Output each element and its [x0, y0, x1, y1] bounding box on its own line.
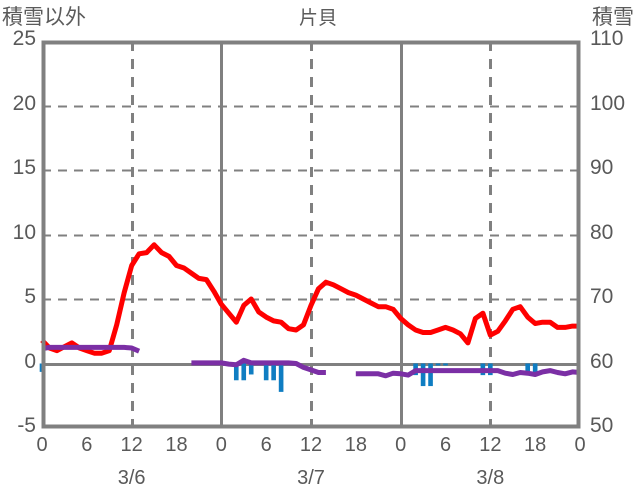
- y-axis-right-tick: 90: [590, 156, 614, 179]
- series-line-red: [40, 242, 580, 356]
- y-axis-right-tick: 60: [590, 349, 614, 373]
- y-axis-right-tick: 50: [590, 414, 614, 437]
- left-axis-caption: 積雪以外: [2, 6, 86, 29]
- plot-frame: [41, 40, 581, 429]
- y-axis-left-tick: 0: [24, 349, 36, 373]
- y-axis-right-tick: 70: [590, 285, 614, 308]
- bar-snowfall: [420, 363, 426, 387]
- x-axis-hour-tick: 0: [36, 434, 48, 456]
- x-axis-hour-tick: 0: [395, 434, 407, 456]
- bar-snowfall: [233, 363, 239, 381]
- y-axis-left-tick: 15: [12, 156, 36, 179]
- y-axis-left-tick: 10: [12, 220, 36, 244]
- bar-snowfall: [428, 363, 433, 387]
- y-axis-right-tick: 100: [590, 91, 626, 115]
- x-axis-day-label: 3/6: [117, 467, 146, 489]
- bar-snowfall: [443, 363, 448, 366]
- x-axis-day-label: 3/8: [476, 467, 505, 489]
- y-axis-right-tick: 80: [590, 220, 614, 244]
- bar-snowfall: [435, 363, 441, 366]
- x-axis-hour-tick: 12: [479, 434, 502, 456]
- x-axis-hour-tick: 18: [344, 434, 367, 456]
- y-axis-left-tick: 20: [12, 91, 36, 115]
- x-axis-hour-tick: 12: [120, 434, 143, 456]
- y-axis-left-tick: 25: [12, 27, 36, 50]
- bar-snowfall: [271, 363, 276, 381]
- y-axis-right-tick: 110: [590, 27, 624, 50]
- x-axis-hour-tick: 6: [439, 434, 452, 456]
- bar-snowfall: [263, 363, 269, 381]
- bar-snowfall: [525, 363, 531, 376]
- right-axis-caption: 積雪: [592, 6, 634, 29]
- x-axis-hour-tick: 18: [524, 434, 547, 456]
- series-line-purple: [41, 344, 141, 354]
- x-axis-hour-tick: 0: [574, 434, 586, 456]
- y-axis-left-tick: 5: [24, 285, 36, 308]
- x-axis-hour-tick: 0: [215, 434, 227, 456]
- series-line-purple: [191, 357, 326, 375]
- bar-snowfall: [248, 363, 254, 375]
- x-axis-hour-tick: 6: [260, 434, 272, 456]
- bar-snowfall: [278, 363, 284, 392]
- x-axis-day-label: 3/7: [297, 467, 325, 489]
- x-axis-hour-tick: 6: [81, 434, 93, 456]
- page-title: 片貝: [298, 8, 337, 29]
- bar-snowfall: [532, 363, 538, 376]
- bar-snowfall: [241, 363, 247, 381]
- series-line-purple: [355, 368, 581, 379]
- x-axis-hour-tick: 18: [165, 434, 188, 456]
- x-axis-hour-tick: 12: [299, 434, 323, 456]
- y-axis-left-tick: -5: [17, 414, 36, 437]
